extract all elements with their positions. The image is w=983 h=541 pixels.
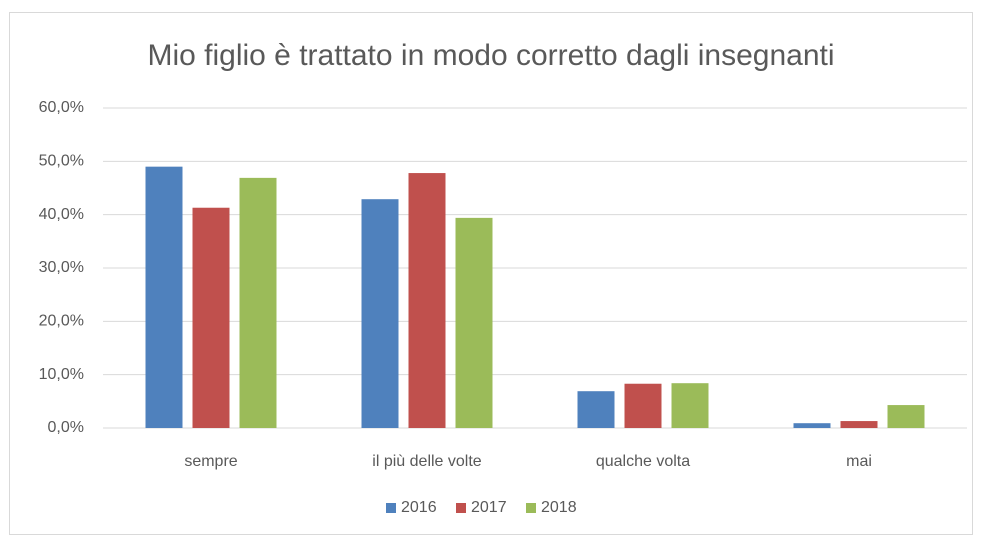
x-tick-label: il più delle volte	[372, 453, 482, 470]
y-tick-label: 0,0%	[48, 419, 84, 436]
legend-swatch	[386, 503, 396, 513]
bar	[624, 383, 662, 428]
bar	[671, 383, 709, 428]
x-tick-label: sempre	[184, 453, 237, 470]
y-tick-label: 60,0%	[39, 99, 84, 116]
bar	[793, 423, 831, 428]
y-tick-label: 50,0%	[39, 153, 84, 170]
bar	[887, 405, 925, 428]
bar	[577, 391, 615, 428]
bar	[840, 421, 878, 428]
legend-label: 2017	[471, 499, 507, 516]
bar	[239, 177, 277, 428]
legend-swatch	[456, 503, 466, 513]
bar	[455, 217, 493, 428]
legend-label: 2016	[401, 499, 437, 516]
bar	[361, 199, 399, 428]
y-tick-label: 10,0%	[39, 366, 84, 383]
y-tick-label: 20,0%	[39, 313, 84, 330]
y-tick-label: 30,0%	[39, 259, 84, 276]
bar	[408, 173, 446, 428]
bar	[192, 207, 230, 428]
legend-swatch	[526, 503, 536, 513]
bar	[145, 166, 183, 428]
chart-title: Mio figlio è trattato in modo corretto d…	[147, 39, 834, 72]
x-tick-label: qualche volta	[596, 453, 690, 470]
y-tick-label: 40,0%	[39, 206, 84, 223]
x-tick-label: mai	[846, 453, 872, 470]
legend-label: 2018	[541, 499, 577, 516]
